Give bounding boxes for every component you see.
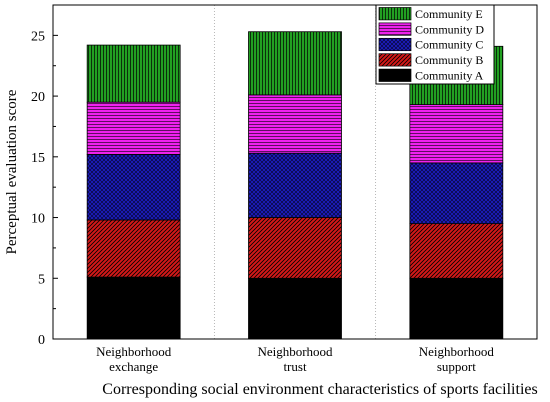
legend-label: Community A (415, 69, 484, 83)
x-tick-label: exchange (109, 359, 158, 374)
bar-segment-community-c (86, 153, 181, 221)
bar-segment-community-e (248, 31, 342, 96)
bar-segment-community-b (86, 219, 181, 278)
y-tick-label: 20 (31, 90, 45, 105)
legend-swatch (378, 53, 412, 67)
bar-segment-community-c (248, 152, 342, 218)
legend-label: Community B (415, 53, 483, 67)
bar-segment-community-d (409, 104, 504, 164)
y-tick-label: 0 (38, 333, 45, 348)
bar-segment-community-d (86, 101, 181, 155)
bar-segment-community-d (248, 94, 342, 154)
y-tick-label: 25 (31, 29, 45, 44)
x-axis: NeighborhoodexchangeNeighborhoodtrustNei… (96, 334, 494, 374)
y-axis: 0 5 10 15 20 25 (31, 29, 58, 348)
y-tick-label: 5 (38, 272, 45, 287)
x-tick-label: trust (283, 359, 307, 374)
legend-label: Community E (415, 7, 483, 21)
bar-stacks (86, 31, 504, 340)
bar-segment-community-a (409, 277, 504, 340)
legend-swatch (378, 22, 412, 36)
legend-swatch (378, 37, 412, 52)
x-tick-label: support (437, 359, 476, 374)
bar-segment-community-b (248, 217, 342, 279)
y-tick-label: 10 (31, 212, 45, 227)
legend-label: Community C (415, 38, 483, 52)
x-tick-label: Neighborhood (419, 344, 495, 359)
legend-swatch (378, 7, 412, 21)
bar-segment-community-b (409, 223, 504, 279)
bar-segment-community-e (86, 44, 181, 103)
x-axis-label: Corresponding social environment charact… (102, 381, 537, 398)
y-axis-label: Perceptual evaluation score (4, 89, 20, 254)
x-tick-label: Neighborhood (96, 344, 172, 359)
bar-segment-community-a (248, 277, 342, 340)
y-tick-label: 15 (31, 151, 45, 166)
legend-label: Community D (415, 22, 484, 36)
bar-segment-community-a (86, 276, 181, 340)
x-tick-label: Neighborhood (257, 344, 333, 359)
bar-segment-community-c (409, 162, 504, 225)
legend-swatch (378, 68, 412, 82)
